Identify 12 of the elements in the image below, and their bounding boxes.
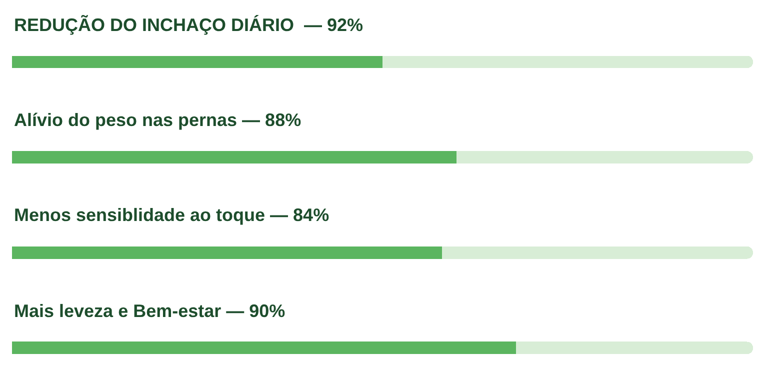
y-tick-label: REDUÇÃO DO INCHAÇO DIÁRIO — 92% xyxy=(14,14,364,35)
y-tick-label: Alívio do peso nas pernas — 88% xyxy=(14,110,302,130)
bar xyxy=(12,246,442,259)
y-tick-label: Mais leveza e Bem-estar — 90% xyxy=(14,301,286,321)
bar xyxy=(456,151,753,164)
bar xyxy=(382,56,753,68)
bar xyxy=(12,56,382,68)
y-tick-label: Menos sensiblidade ao toque — 84% xyxy=(14,205,330,225)
bar xyxy=(12,151,457,164)
bar xyxy=(516,342,753,354)
bar xyxy=(442,246,753,259)
bar xyxy=(12,342,516,354)
